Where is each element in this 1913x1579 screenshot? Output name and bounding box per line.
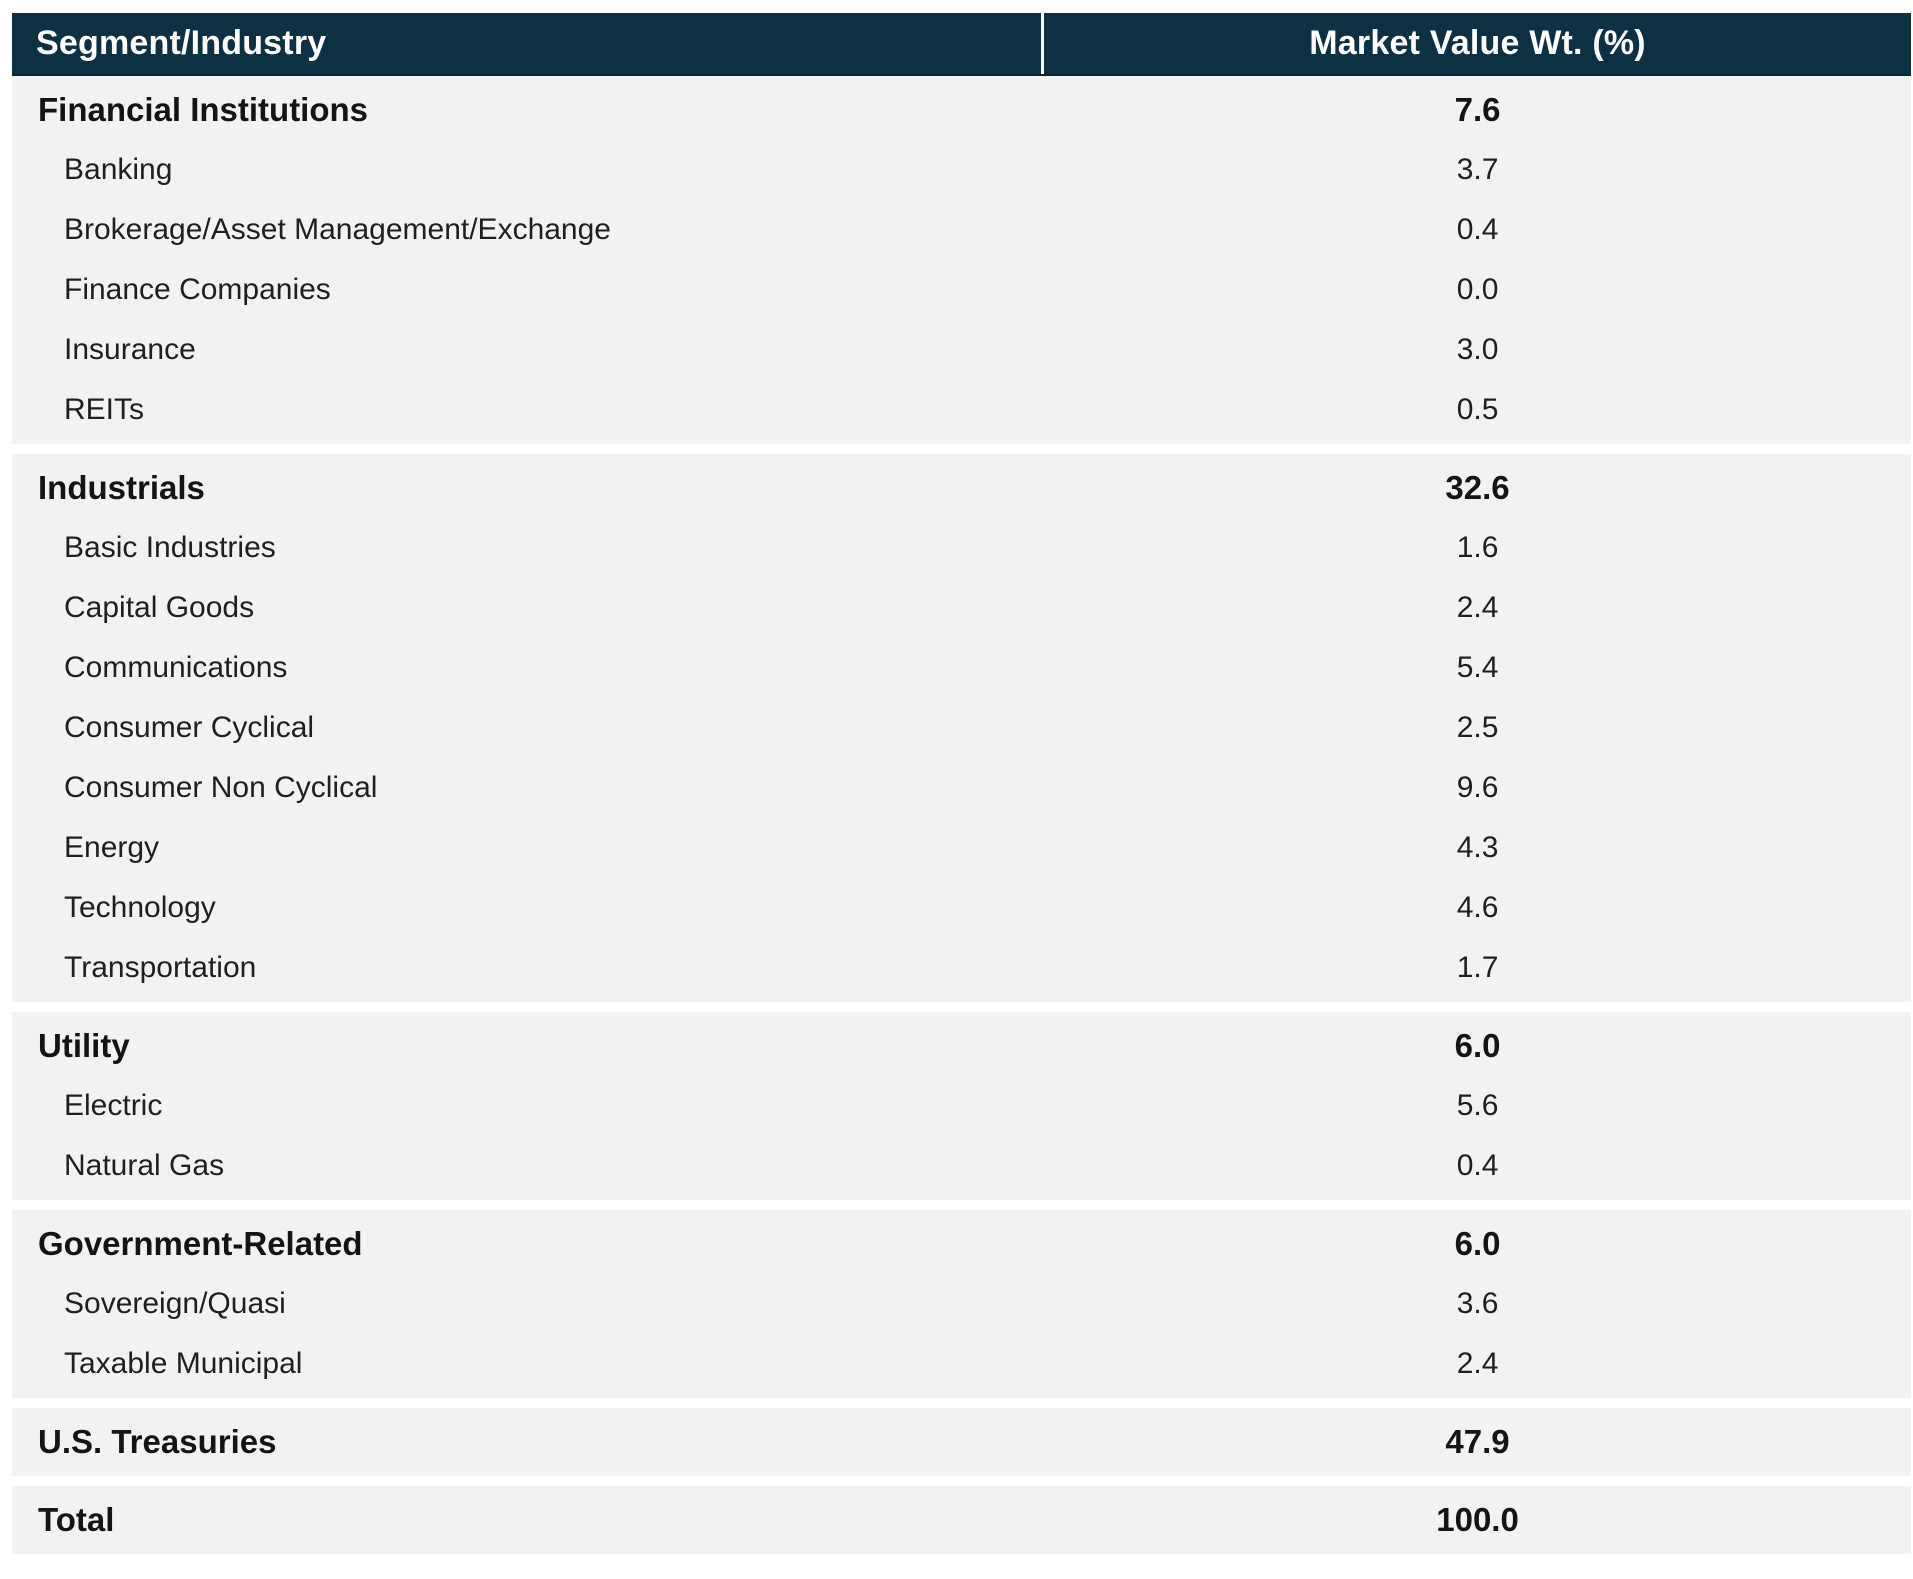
table-row: Energy 4.3 (12, 818, 1911, 878)
table-section: Industrials 32.6 Basic Industries 1.6 Ca… (12, 454, 1911, 1002)
segment-label: Government-Related (38, 1225, 363, 1262)
segment-label: REITs (64, 393, 145, 426)
segment-label: Consumer Cyclical (64, 711, 315, 744)
table-section: U.S. Treasuries 47.9 (12, 1408, 1911, 1476)
section-header-row: Total 100.0 (12, 1490, 1911, 1550)
table-row: Basic Industries 1.6 (12, 518, 1911, 578)
market-value: 1.7 (1456, 951, 1499, 984)
segment-label: U.S. Treasuries (38, 1423, 277, 1460)
table-body: Financial Institutions 7.6 Banking 3.7 B… (12, 76, 1911, 1554)
section-header-row: U.S. Treasuries 47.9 (12, 1412, 1911, 1472)
table-row: REITs 0.5 (12, 380, 1911, 440)
segment-label: Brokerage/Asset Management/Exchange (64, 213, 611, 246)
table-row: Insurance 3.0 (12, 320, 1911, 380)
segment-label: Basic Industries (64, 531, 276, 564)
market-value: 47.9 (1445, 1423, 1510, 1460)
market-value: 1.6 (1456, 531, 1499, 564)
section-header-row: Industrials 32.6 (12, 458, 1911, 518)
market-value: 0.0 (1456, 273, 1499, 306)
market-value: 2.5 (1456, 711, 1499, 744)
segment-label: Financial Institutions (38, 91, 369, 128)
column-header-market-value-wt: Market Value Wt. (%) (1309, 24, 1646, 62)
segment-industry-table: Segment/Industry Market Value Wt. (%) Fi… (12, 13, 1911, 1554)
segment-label: Industrials (38, 469, 205, 506)
market-value: 7.6 (1454, 91, 1501, 128)
market-value: 0.4 (1456, 213, 1499, 246)
segment-label: Electric (64, 1089, 163, 1122)
table-section: Utility 6.0 Electric 5.6 Natural Gas 0.4 (12, 1012, 1911, 1200)
market-value: 2.4 (1456, 1347, 1499, 1380)
segment-label: Technology (64, 891, 216, 924)
segment-label: Taxable Municipal (64, 1347, 303, 1380)
table-row: Capital Goods 2.4 (12, 578, 1911, 638)
market-value: 6.0 (1454, 1225, 1501, 1262)
table-row: Consumer Non Cyclical 9.6 (12, 758, 1911, 818)
market-value: 32.6 (1445, 469, 1510, 506)
table-section: Government-Related 6.0 Sovereign/Quasi 3… (12, 1210, 1911, 1398)
segment-label: Banking (64, 153, 173, 186)
section-header-row: Government-Related 6.0 (12, 1214, 1911, 1274)
table-row: Brokerage/Asset Management/Exchange 0.4 (12, 200, 1911, 260)
market-value: 2.4 (1456, 591, 1499, 624)
market-value: 3.6 (1456, 1287, 1499, 1320)
market-value: 5.6 (1456, 1089, 1499, 1122)
market-value: 6.0 (1454, 1027, 1501, 1064)
segment-label: Consumer Non Cyclical (64, 771, 378, 804)
segment-label: Transportation (64, 951, 257, 984)
segment-label: Natural Gas (64, 1149, 225, 1182)
table-row: Technology 4.6 (12, 878, 1911, 938)
segment-label: Energy (64, 831, 160, 864)
table-row: Consumer Cyclical 2.5 (12, 698, 1911, 758)
market-value: 0.5 (1456, 393, 1499, 426)
market-value: 5.4 (1456, 651, 1499, 684)
segment-label: Utility (38, 1027, 130, 1064)
section-header-row: Utility 6.0 (12, 1016, 1911, 1076)
segment-label: Finance Companies (64, 273, 331, 306)
segment-label: Capital Goods (64, 591, 255, 624)
market-value: 100.0 (1436, 1501, 1519, 1538)
table-row: Banking 3.7 (12, 140, 1911, 200)
segment-label: Sovereign/Quasi (64, 1287, 286, 1320)
table-section: Financial Institutions 7.6 Banking 3.7 B… (12, 76, 1911, 444)
table-section: Total 100.0 (12, 1486, 1911, 1554)
table-row: Sovereign/Quasi 3.6 (12, 1274, 1911, 1334)
market-value: 4.6 (1456, 891, 1499, 924)
table-row: Electric 5.6 (12, 1076, 1911, 1136)
segment-label: Total (38, 1501, 115, 1538)
table-row: Taxable Municipal 2.4 (12, 1334, 1911, 1394)
table-header-row: Segment/Industry Market Value Wt. (%) (12, 13, 1911, 76)
table-row: Natural Gas 0.4 (12, 1136, 1911, 1196)
market-value: 9.6 (1456, 771, 1499, 804)
column-header-segment-industry: Segment/Industry (12, 13, 1045, 74)
market-value: 3.7 (1456, 153, 1499, 186)
market-value: 4.3 (1456, 831, 1499, 864)
market-value: 3.0 (1456, 333, 1499, 366)
segment-label: Insurance (64, 333, 196, 366)
segment-label: Communications (64, 651, 288, 684)
market-value: 0.4 (1456, 1149, 1499, 1182)
section-header-row: Financial Institutions 7.6 (12, 80, 1911, 140)
table-row: Finance Companies 0.0 (12, 260, 1911, 320)
table-row: Communications 5.4 (12, 638, 1911, 698)
table-row: Transportation 1.7 (12, 938, 1911, 998)
